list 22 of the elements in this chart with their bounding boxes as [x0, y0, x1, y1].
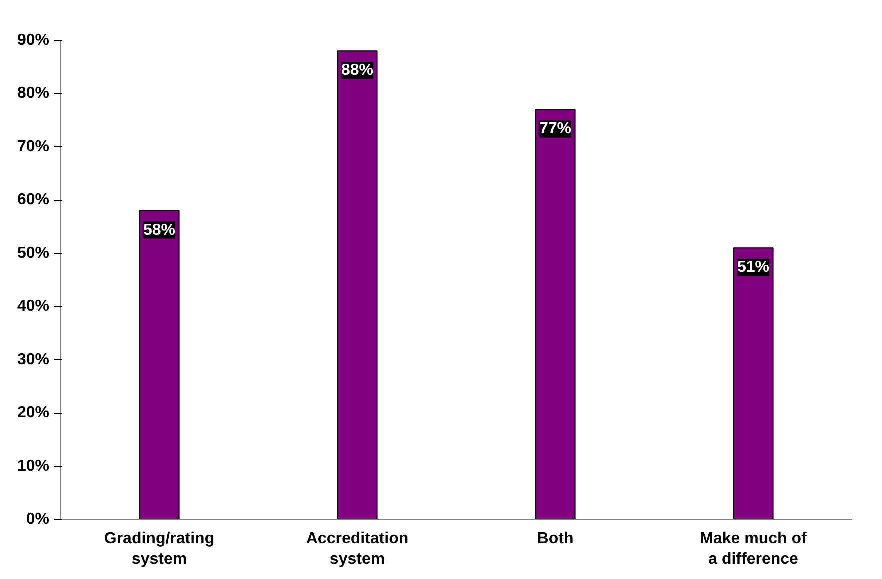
x-tick-label: Accreditation system [306, 530, 409, 568]
data-label: 51% [737, 259, 770, 276]
bar [139, 210, 180, 520]
y-tick-label: 80% [17, 85, 50, 102]
y-tick-label: 40% [17, 298, 50, 316]
x-tick-label: Make much of a difference [700, 530, 808, 568]
y-tick-label: 30% [17, 351, 50, 368]
y-tick-label: 70% [17, 138, 50, 156]
data-label: 58% [143, 222, 176, 239]
y-tick-label: 90% [17, 32, 50, 49]
y-tick-label: 0% [26, 511, 50, 528]
bar [535, 109, 576, 520]
x-tick-label: Grading/rating system [104, 530, 215, 568]
bar [733, 248, 774, 520]
x-tick-label: Both [537, 530, 574, 548]
y-tick-label: 60% [17, 192, 50, 209]
y-tick-label: 20% [17, 404, 50, 422]
data-label: 77% [539, 120, 572, 138]
y-tick-label: 10% [17, 458, 50, 475]
bar [337, 50, 378, 520]
data-label: 88% [341, 62, 374, 80]
y-tick-label: 50% [17, 244, 50, 262]
